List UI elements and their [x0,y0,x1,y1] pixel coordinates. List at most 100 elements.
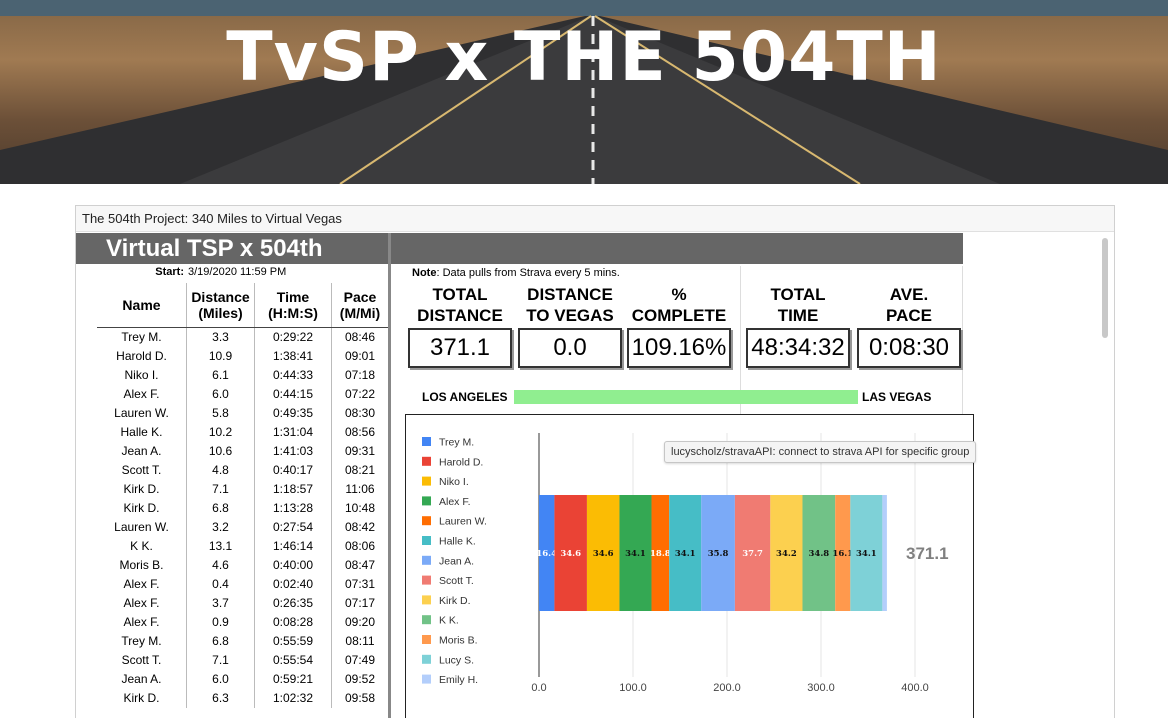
legend-swatch [422,476,431,486]
cell-name: Niko I. [124,368,159,382]
cell-distance: 6.8 [186,632,255,651]
legend-swatch [422,595,431,605]
stat-value: 371.1 [408,328,512,368]
stat-block: TOTAL TIME 48:34:32 [746,284,850,368]
legend-label: Harold D. [439,456,483,468]
bar-data-label: 37.7 [742,549,763,559]
stat-block: % COMPLETE 109.16% [627,284,731,368]
legend-label: K K. [439,615,459,627]
cell-name: Alex F. [123,596,160,610]
cell-pace: 09:31 [331,442,388,461]
road-image [0,0,1168,184]
start-label: Start: [155,266,184,278]
cell-time: 0:49:35 [254,404,332,423]
cell-time: 1:02:32 [254,689,332,708]
stat-block: DISTANCE TO VEGAS 0.0 [518,284,622,368]
cell-pace: 09:01 [331,347,388,366]
scrollbar-thumb[interactable] [1102,238,1108,338]
table-row: Alex F. 6.0 0:44:15 07:22 [97,385,388,404]
cell-pace: 07:49 [331,651,388,670]
route-progress-fill [514,390,858,404]
x-tick-label: 0.0 [531,682,546,694]
legend-label: Lucy S. [439,654,474,666]
table-row: Lauren W. 3.2 0:27:54 08:42 [97,518,388,537]
table-row: Alex F. 0.9 0:08:28 09:20 [97,613,388,632]
cell-pace: 09:58 [331,689,388,708]
start-value: 3/19/2020 11:59 PM [188,266,287,278]
cell-distance: 6.8 [186,499,255,518]
legend-label: Niko I. [439,476,469,488]
stat-label: DISTANCE TO VEGAS [526,285,614,325]
embedded-sheet: The 504th Project: 340 Miles to Virtual … [75,205,1115,718]
bar-data-label: 34.2 [776,549,797,559]
legend-label: Moris B. [439,635,478,647]
cell-pace: 07:22 [331,385,388,404]
cell-time: 1:13:28 [254,499,332,518]
cell-pace: 10:48 [331,499,388,518]
cell-time: 0:44:33 [254,366,332,385]
stat-label: % COMPLETE [631,285,727,325]
bar-data-label: 16.4 [536,549,557,559]
cell-pace: 07:17 [331,594,388,613]
table-row: Moris B. 4.6 0:40:00 08:47 [97,556,388,575]
cell-pace: 07:18 [331,366,388,385]
scrollbar[interactable] [1102,236,1110,716]
cell-pace: 08:11 [331,632,388,651]
route-end-label: LAS VEGAS [862,390,932,404]
cell-name: Trey M. [121,330,162,344]
stat-label: TOTAL DISTANCE [417,285,503,325]
cell-distance: 7.1 [186,651,255,670]
header-banner: TvSP x THE 504TH [0,0,1168,184]
cell-distance: 7.1 [186,480,255,499]
bar-segment [882,495,887,611]
cell-time: 0:08:28 [254,613,332,632]
table-row: Kirk D. 6.8 1:13:28 10:48 [97,499,388,518]
table-row: Kirk D. 6.3 1:02:32 09:58 [97,689,388,708]
table-header-row: Name Distance (Miles) Time (H:M:S) Pace (M/… [97,283,388,328]
note-text: Note: Data pulls from Strava every 5 min… [412,267,620,279]
table-row: Alex F. 0.4 0:02:40 07:31 [97,575,388,594]
col-header-name: Name [97,283,187,328]
bar-data-label: 34.6 [593,549,614,559]
route-progress-bar [514,390,858,404]
bar-segment [651,495,670,611]
cell-pace: 09:20 [331,613,388,632]
legend-swatch [422,635,431,644]
cell-name: Lauren W. [114,520,169,534]
sheet-title: The 504th Project: 340 Miles to Virtual … [76,206,1114,232]
legend-swatch [422,575,431,585]
cell-distance: 6.0 [186,385,255,404]
bar-segment [734,495,771,611]
legend-label: Kirk D. [439,595,471,607]
cell-name: Scott T. [121,463,162,477]
cell-pace: 08:42 [331,518,388,537]
table-row: Alex F. 3.7 0:26:35 07:17 [97,594,388,613]
cell-name: Alex F. [123,615,160,629]
legend-label: Emily H. [439,674,478,686]
cell-pace: 08:21 [331,461,388,480]
cell-name: Moris B. [119,558,164,572]
cell-name: Halle K. [120,425,163,439]
stat-block: AVE. PACE 0:08:30 [857,284,961,368]
cell-name: Scott T. [121,653,162,667]
cell-time: 1:38:41 [254,347,332,366]
legend-label: Lauren W. [439,516,487,528]
cell-time: 0:27:54 [254,518,332,537]
cell-distance: 3.7 [186,594,255,613]
chart-total-label: 371.1 [906,544,949,563]
bar-data-label: 18.8 [650,549,671,559]
stat-label: AVE. PACE [886,285,932,325]
table-row: Harold D. 10.9 1:38:41 09:01 [97,347,388,366]
legend-label: Jean A. [439,555,474,567]
sheet-gridline [740,266,741,506]
col-header-pace: Pace (M/Mi) [331,283,388,328]
legend-swatch [422,674,431,684]
legend-swatch [422,516,431,526]
chart-svg: 0.0 100.0 200.0 300.0 400.0 Trey M. Harold D. N… [422,433,949,694]
legend-label: Alex F. [439,496,471,508]
x-tick-label: 300.0 [807,682,835,694]
header-bar [391,233,963,264]
cell-distance: 3.2 [186,518,255,537]
bar-segment [586,495,620,611]
legend-swatch [422,496,431,506]
